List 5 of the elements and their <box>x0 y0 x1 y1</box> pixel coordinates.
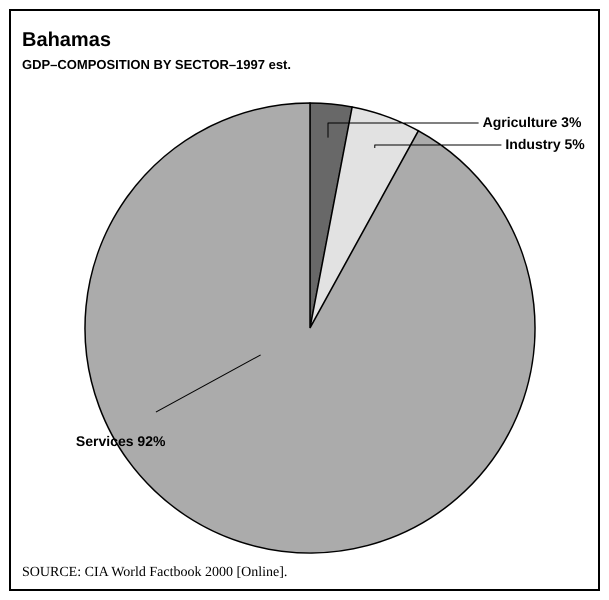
chart-title: Bahamas <box>22 29 111 51</box>
chart-subtitle: GDP–COMPOSITION BY SECTOR–1997 est. <box>22 57 291 72</box>
slice-label: Agriculture 3% <box>482 114 582 130</box>
source-note: SOURCE: CIA World Factbook 2000 [Online]. <box>22 565 288 580</box>
slice-label: Industry 5% <box>505 136 586 152</box>
